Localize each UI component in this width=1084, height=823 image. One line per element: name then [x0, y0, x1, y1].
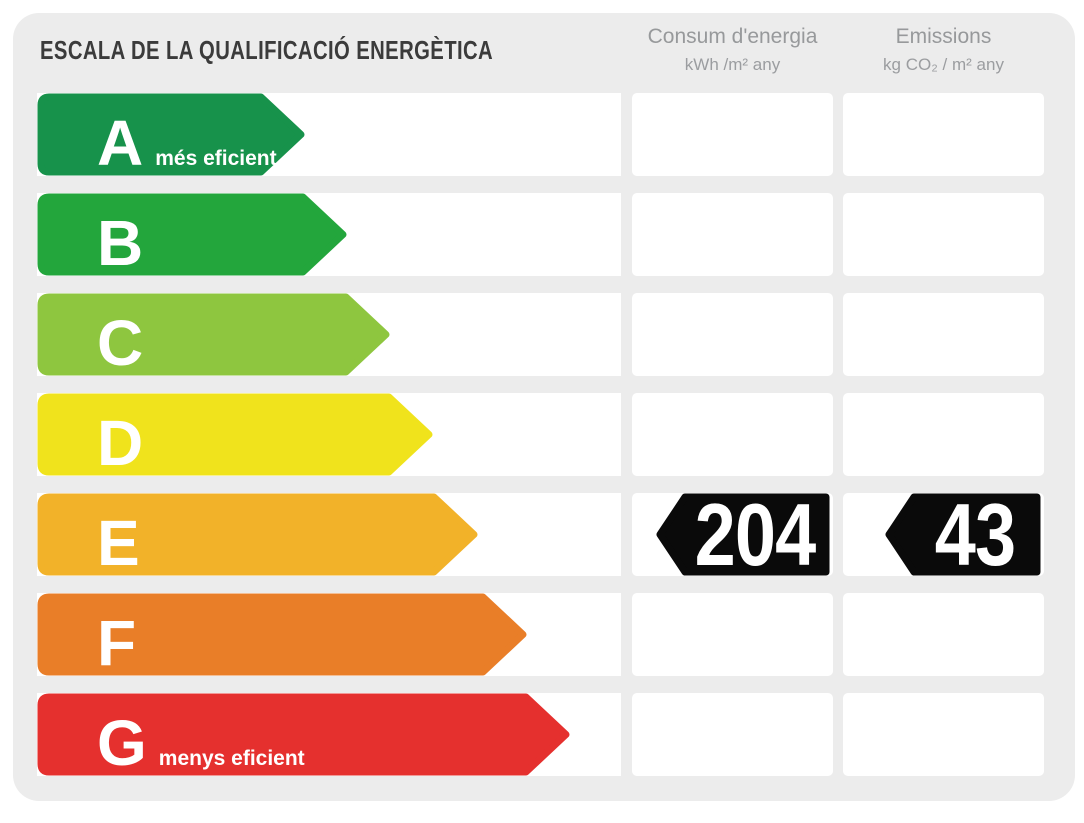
rating-row-e: E 204 43	[0, 484, 1084, 584]
efficiency-label: menys eficient	[158, 747, 305, 770]
consumption-cell	[632, 193, 833, 276]
efficiency-label: més eficient	[155, 147, 277, 170]
rating-bar-text: E	[97, 511, 140, 575]
rating-arrow-e-icon	[37, 493, 478, 576]
emissions-cell	[843, 393, 1044, 476]
consumption-header-title: Consum d'energia	[647, 25, 818, 48]
consumption-cell	[632, 93, 833, 176]
consumption-cell	[632, 693, 833, 776]
rating-bar-track: E	[37, 493, 621, 576]
rating-bar-track: G menys eficient	[37, 693, 621, 776]
rating-bar-track: F	[37, 593, 621, 676]
rating-row-b: B	[0, 193, 1084, 276]
rating-bar-track: A més eficient	[37, 93, 621, 176]
rating-bar-track: D	[37, 393, 621, 476]
rating-arrow-d-icon	[37, 393, 433, 476]
emissions-column-header: Emissions kg CO₂ / m² any	[843, 24, 1044, 76]
rating-letter: B	[97, 207, 144, 279]
emissions-cell	[843, 693, 1044, 776]
rating-row-a: A més eficient	[0, 93, 1084, 176]
rating-bar-text: F	[97, 611, 136, 675]
rating-arrow-a-icon	[37, 93, 305, 176]
rating-letter: A	[97, 107, 144, 179]
emissions-cell	[843, 293, 1044, 376]
rating-letter: D	[97, 407, 144, 479]
emissions-value-badge: 43	[884, 484, 1042, 584]
rating-letter: F	[97, 607, 137, 679]
page-title: ESCALA DE LA QUALIFICACIÓ ENERGÈTICA	[40, 35, 494, 65]
emissions-header-title: Emissions	[895, 25, 992, 48]
consumption-column-header: Consum d'energia kWh /m² any	[632, 24, 833, 76]
rating-arrow-c-icon	[37, 293, 390, 376]
rating-row-g: G menys eficient	[0, 693, 1084, 776]
emissions-cell	[843, 93, 1044, 176]
rating-bar-text: D	[97, 411, 143, 475]
rating-bar-track: B	[37, 193, 621, 276]
consumption-cell: 204	[632, 484, 833, 584]
emissions-value: 43	[934, 484, 1016, 584]
emissions-cell: 43	[843, 484, 1044, 584]
rating-letter: G	[97, 707, 147, 779]
consumption-header-unit: kWh /m² any	[684, 55, 781, 75]
emissions-header-unit: kg CO₂ / m² any	[883, 55, 1004, 75]
rating-row-c: C	[0, 293, 1084, 376]
rating-bar-track: C	[37, 293, 621, 376]
consumption-cell	[632, 593, 833, 676]
rating-letter: E	[97, 507, 140, 579]
consumption-cell	[632, 293, 833, 376]
emissions-cell	[843, 593, 1044, 676]
rating-bar-text: A més eficient	[97, 111, 277, 175]
emissions-cell	[843, 193, 1044, 276]
consumption-value-badge: 204	[655, 484, 831, 584]
rating-row-f: F	[0, 593, 1084, 676]
consumption-cell	[632, 393, 833, 476]
rating-bar-text: C	[97, 311, 143, 375]
rating-letter: C	[97, 307, 144, 379]
consumption-value: 204	[694, 484, 817, 584]
left-arrow-badge-icon	[656, 493, 830, 576]
rating-row-d: D	[0, 393, 1084, 476]
rating-arrow-b-icon	[37, 193, 347, 276]
rating-bar-text: G menys eficient	[97, 711, 305, 775]
rating-arrow-g-icon	[37, 693, 570, 776]
rating-arrow-f-icon	[37, 593, 527, 676]
rating-bar-text: B	[97, 211, 143, 275]
left-arrow-badge-icon	[885, 493, 1041, 576]
